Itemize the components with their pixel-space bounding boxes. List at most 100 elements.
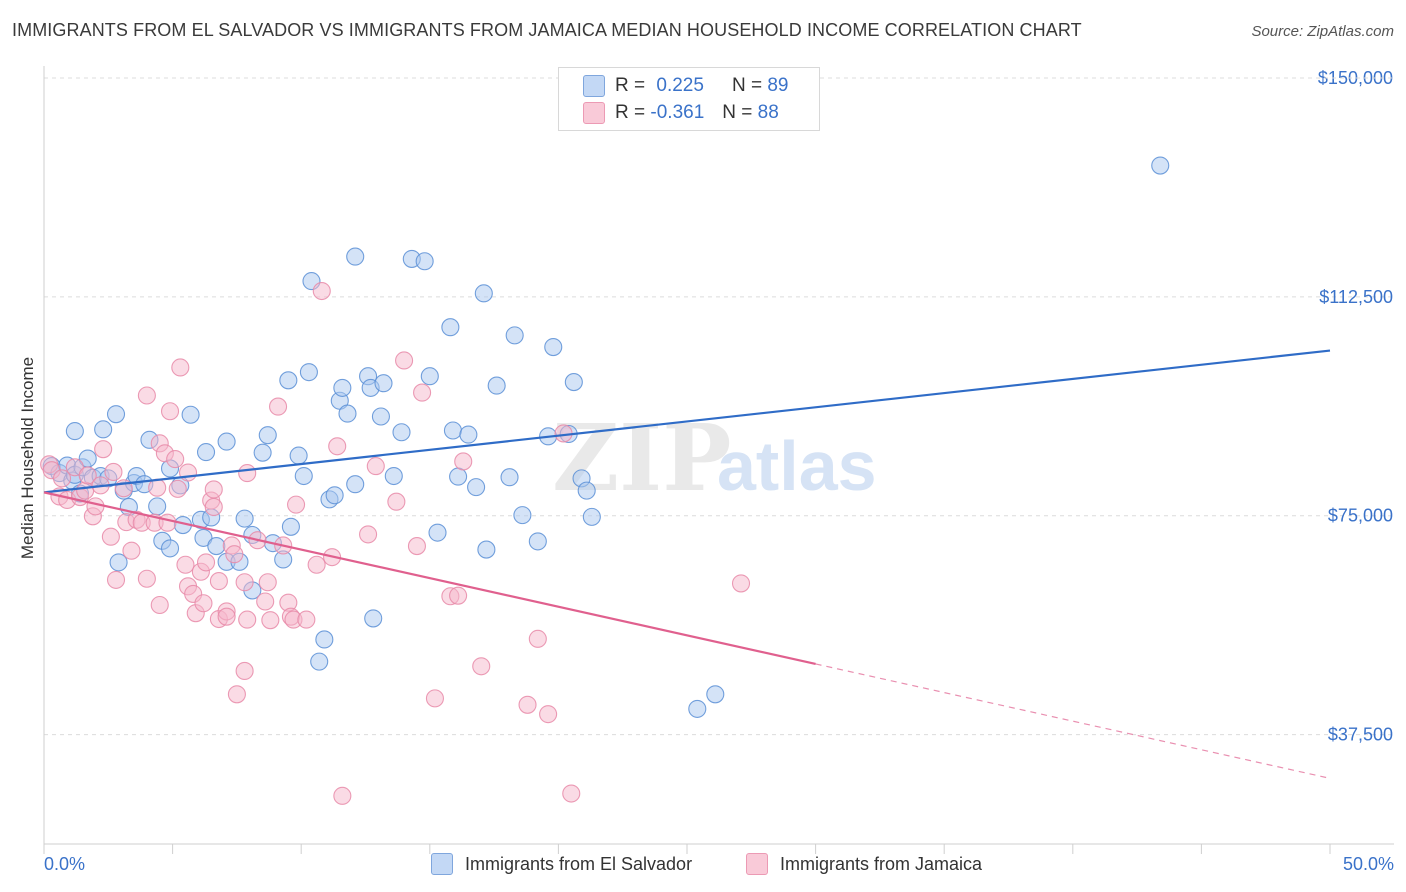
data-point bbox=[413, 383, 432, 402]
data-point bbox=[181, 405, 200, 424]
data-point bbox=[106, 405, 126, 424]
data-point bbox=[194, 594, 213, 613]
data-point bbox=[562, 784, 581, 803]
data-point bbox=[731, 574, 751, 593]
bottom-legend-el-salvador: Immigrants from El Salvador bbox=[431, 852, 692, 876]
data-point bbox=[294, 466, 313, 486]
legend-label: Immigrants from El Salvador bbox=[465, 853, 693, 874]
data-point bbox=[171, 358, 190, 377]
data-point bbox=[528, 532, 547, 551]
n-label: N = bbox=[731, 75, 763, 96]
data-point bbox=[289, 446, 308, 465]
data-point bbox=[150, 595, 169, 615]
n-value: 89 bbox=[767, 75, 789, 96]
r-label: R = bbox=[615, 75, 646, 96]
source-credit: Source: ZipAtlas.com bbox=[1251, 23, 1394, 40]
data-point bbox=[158, 513, 177, 532]
data-point bbox=[443, 421, 462, 440]
series-jamaica-points bbox=[40, 281, 751, 805]
data-point bbox=[78, 466, 97, 485]
data-point bbox=[395, 351, 414, 370]
data-point bbox=[338, 404, 357, 423]
chart-title: IMMIGRANTS FROM EL SALVADOR VS IMMIGRANT… bbox=[12, 20, 1082, 40]
data-point bbox=[346, 247, 365, 266]
data-point bbox=[168, 479, 187, 498]
legend-swatch-pink bbox=[583, 102, 605, 124]
data-point bbox=[441, 318, 460, 337]
data-point bbox=[366, 457, 385, 476]
data-point bbox=[688, 699, 707, 718]
data-point bbox=[269, 397, 288, 416]
data-point bbox=[261, 611, 280, 630]
data-point bbox=[359, 525, 378, 544]
trend-line-extension bbox=[815, 663, 1331, 779]
data-point bbox=[1151, 156, 1170, 175]
data-point bbox=[106, 570, 126, 589]
data-point bbox=[328, 437, 347, 456]
data-point bbox=[577, 481, 596, 500]
data-point bbox=[544, 337, 563, 357]
data-point bbox=[196, 443, 216, 462]
data-point bbox=[500, 468, 519, 487]
data-point bbox=[307, 555, 326, 574]
data-point bbox=[235, 573, 254, 592]
data-point bbox=[194, 528, 213, 547]
data-point bbox=[505, 326, 524, 345]
data-point bbox=[706, 685, 725, 704]
data-point bbox=[256, 592, 275, 611]
data-point bbox=[94, 420, 113, 439]
r-value: 0.225 bbox=[656, 75, 704, 96]
r-value: -0.361 bbox=[650, 102, 705, 123]
data-point bbox=[287, 495, 306, 514]
data-point bbox=[392, 423, 411, 442]
legend-swatch-blue bbox=[431, 853, 453, 875]
data-point bbox=[94, 440, 113, 459]
data-point bbox=[454, 452, 473, 471]
data-point bbox=[166, 450, 185, 469]
data-point bbox=[204, 480, 223, 499]
data-point bbox=[235, 661, 254, 681]
y-tick-label: $112,500 bbox=[1319, 287, 1393, 307]
data-point bbox=[104, 462, 123, 481]
legend-swatch-pink bbox=[746, 853, 768, 875]
data-point bbox=[428, 523, 447, 542]
data-point bbox=[312, 281, 331, 301]
data-point bbox=[407, 537, 426, 556]
data-point bbox=[279, 371, 298, 390]
legend-label: Immigrants from Jamaica bbox=[780, 853, 983, 874]
data-point bbox=[467, 478, 486, 497]
data-point bbox=[528, 629, 547, 648]
data-point bbox=[364, 609, 383, 628]
data-point bbox=[86, 497, 105, 516]
data-point bbox=[333, 378, 352, 397]
watermark-atlas: atlas bbox=[717, 427, 877, 505]
bottom-legend-jamaica: Immigrants from Jamaica bbox=[746, 852, 982, 876]
data-point bbox=[384, 466, 403, 486]
data-point bbox=[109, 553, 128, 572]
data-point bbox=[425, 689, 444, 708]
data-point bbox=[371, 407, 390, 426]
data-point bbox=[333, 786, 352, 805]
correlation-legend: R = 0.225 N = 89 R = -0.361 N = 88 bbox=[558, 67, 820, 131]
data-point bbox=[207, 537, 226, 556]
data-point bbox=[160, 539, 180, 558]
data-point bbox=[65, 422, 84, 441]
data-point bbox=[122, 541, 141, 560]
data-point bbox=[235, 509, 254, 528]
data-point bbox=[258, 573, 277, 592]
data-point bbox=[459, 425, 478, 444]
x-tick-label: 0.0% bbox=[44, 854, 85, 874]
data-point bbox=[297, 610, 316, 629]
data-point bbox=[472, 657, 491, 676]
data-point bbox=[148, 497, 167, 516]
data-point bbox=[76, 481, 95, 500]
data-point bbox=[238, 610, 257, 629]
y-tick-label: $150,000 bbox=[1318, 68, 1393, 88]
data-point bbox=[477, 540, 496, 559]
data-point bbox=[449, 586, 468, 605]
data-point bbox=[204, 497, 223, 517]
data-point bbox=[178, 463, 198, 482]
y-tick-label: $37,500 bbox=[1328, 725, 1393, 745]
data-point bbox=[160, 402, 180, 421]
